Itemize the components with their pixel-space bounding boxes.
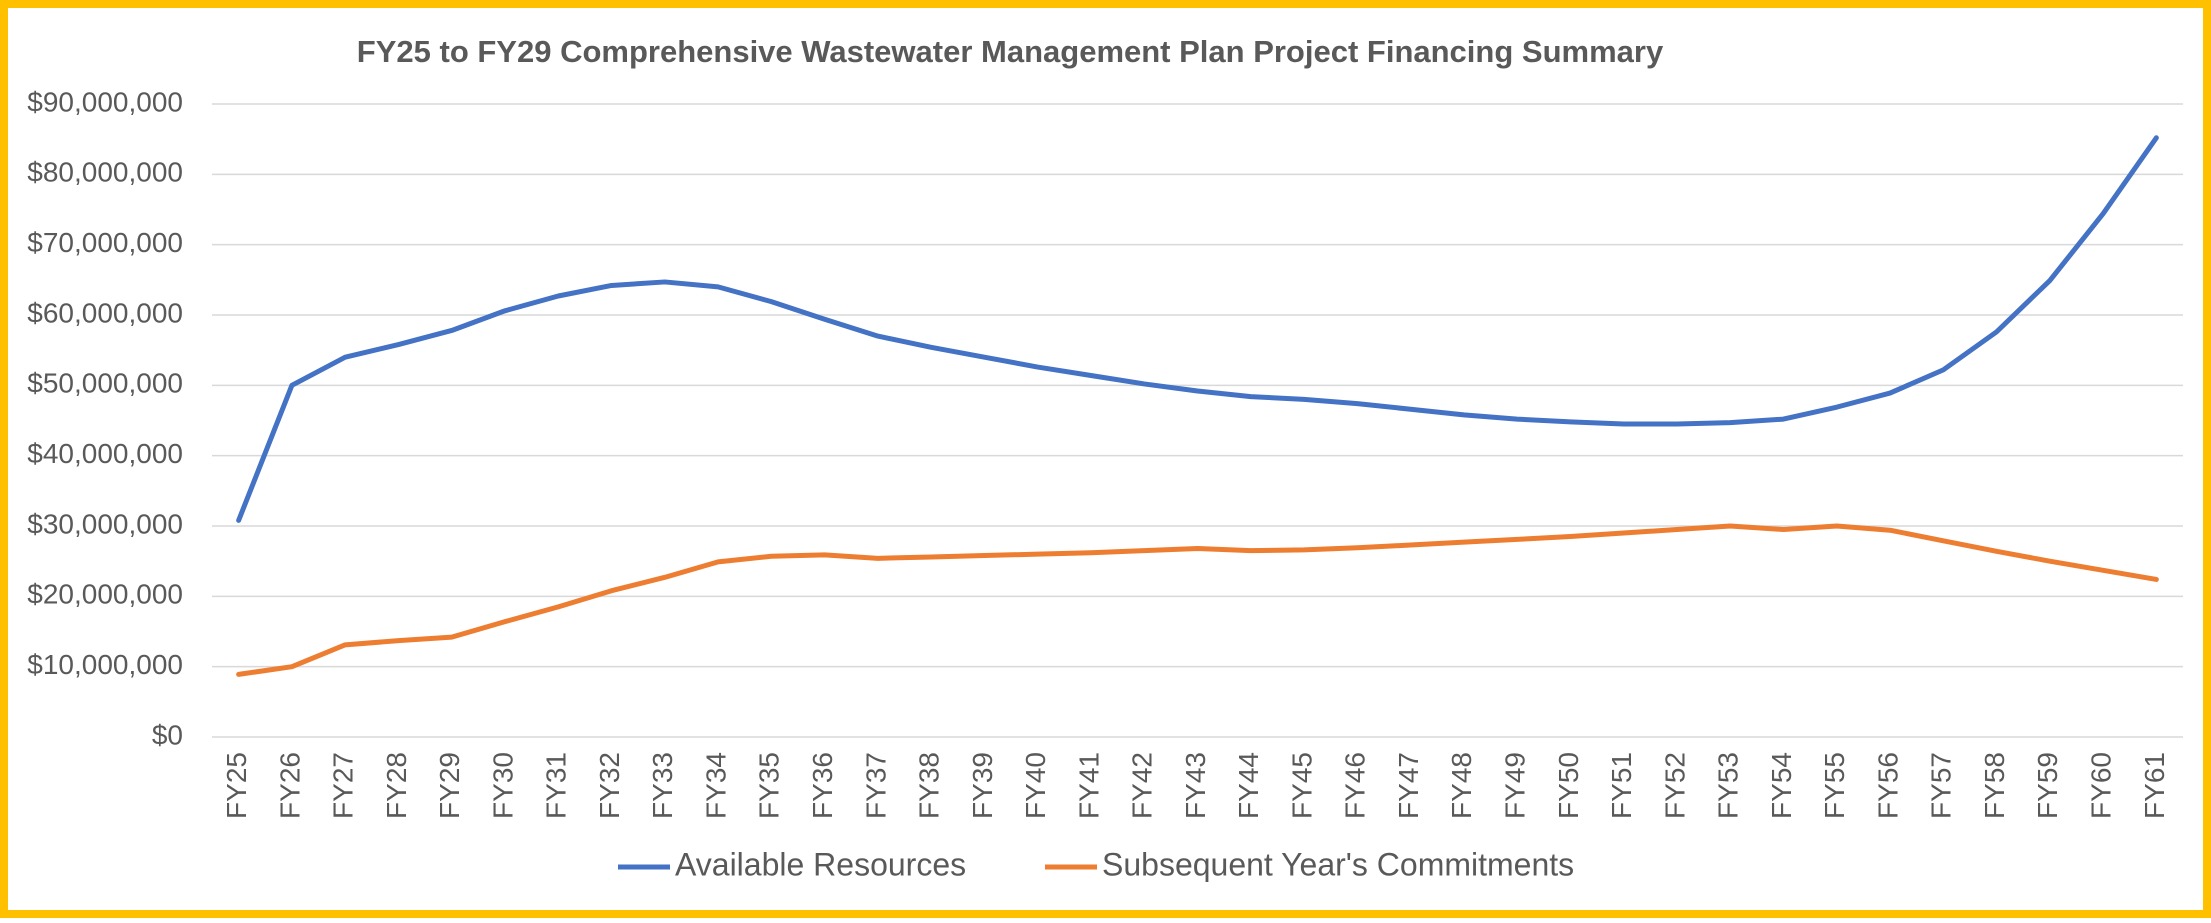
- y-tick-label: $10,000,000: [27, 649, 183, 680]
- x-tick-label: FY50: [1553, 752, 1584, 819]
- x-tick-label: FY38: [914, 752, 945, 819]
- x-tick-label: FY48: [1446, 752, 1477, 819]
- x-tick-label: FY61: [2139, 752, 2170, 819]
- legend-label: Subsequent Year's Commitments: [1102, 846, 1574, 882]
- x-tick-label: FY32: [594, 752, 625, 819]
- x-tick-label: FY60: [2085, 752, 2116, 819]
- x-tick-label: FY27: [328, 752, 359, 819]
- legend-label: Available Resources: [675, 846, 966, 882]
- x-tick-label: FY54: [1766, 752, 1797, 819]
- x-tick-label: FY57: [1926, 752, 1957, 819]
- x-tick-label: FY37: [860, 752, 891, 819]
- x-tick-label: FY47: [1393, 752, 1424, 819]
- x-tick-label: FY44: [1233, 752, 1264, 819]
- y-tick-label: $70,000,000: [27, 227, 183, 258]
- y-tick-label: $30,000,000: [27, 508, 183, 539]
- y-tick-label: $40,000,000: [27, 438, 183, 469]
- x-tick-label: FY53: [1713, 752, 1744, 819]
- y-tick-label: $20,000,000: [27, 579, 183, 610]
- x-tick-label: FY36: [807, 752, 838, 819]
- x-tick-label: FY31: [541, 752, 572, 819]
- x-tick-label: FY41: [1073, 752, 1104, 819]
- x-tick-label: FY46: [1340, 752, 1371, 819]
- chart-title: FY25 to FY29 Comprehensive Wastewater Ma…: [357, 34, 1664, 69]
- y-tick-label: $0: [152, 719, 183, 750]
- x-tick-label: FY55: [1819, 752, 1850, 819]
- x-tick-label: FY25: [221, 752, 252, 819]
- x-tick-label: FY56: [1872, 752, 1903, 819]
- x-tick-label: FY35: [754, 752, 785, 819]
- x-tick-label: FY29: [434, 752, 465, 819]
- x-tick-label: FY33: [647, 752, 678, 819]
- x-tick-label: FY34: [700, 752, 731, 819]
- y-tick-label: $90,000,000: [27, 86, 183, 117]
- x-tick-label: FY58: [1979, 752, 2010, 819]
- x-tick-label: FY26: [274, 752, 305, 819]
- x-tick-label: FY45: [1286, 752, 1317, 819]
- x-tick-label: FY40: [1020, 752, 1051, 819]
- y-tick-label: $50,000,000: [27, 368, 183, 399]
- x-tick-label: FY43: [1180, 752, 1211, 819]
- y-tick-label: $80,000,000: [27, 157, 183, 188]
- x-tick-label: FY30: [487, 752, 518, 819]
- x-tick-label: FY49: [1500, 752, 1531, 819]
- x-tick-label: FY39: [967, 752, 998, 819]
- x-tick-label: FY28: [381, 752, 412, 819]
- x-tick-label: FY59: [2032, 752, 2063, 819]
- y-tick-label: $60,000,000: [27, 297, 183, 328]
- series-line: [236, 135, 2159, 523]
- x-tick-label: FY51: [1606, 752, 1637, 819]
- x-tick-label: FY52: [1659, 752, 1690, 819]
- series-line: [236, 523, 2159, 677]
- x-tick-label: FY42: [1127, 752, 1158, 819]
